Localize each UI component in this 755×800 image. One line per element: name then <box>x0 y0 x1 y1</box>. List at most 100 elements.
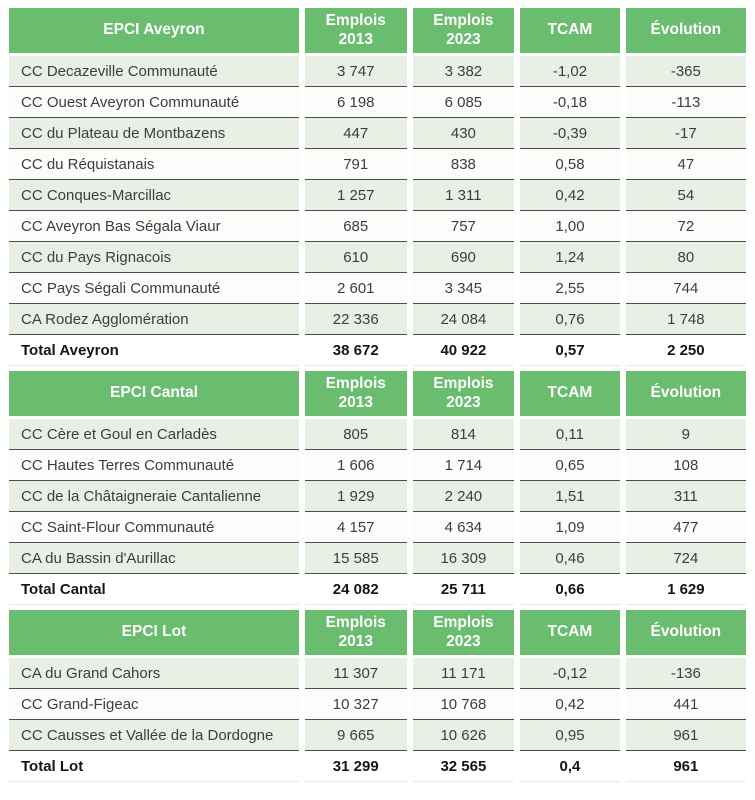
table-row: CC Causses et Vallée de la Dordogne 9 665… <box>9 720 746 751</box>
column-header: Évolution <box>625 8 746 56</box>
epci-name-cell: CC de la Châtaigneraie Cantalienne <box>9 481 299 512</box>
epci-name-cell: CC Grand-Figeac <box>9 689 299 720</box>
header-row-cantal: EPCI Cantal Emplois 2013 Emplois 2023 TCAM É… <box>9 371 746 419</box>
value-cell: 10 768 <box>412 689 515 720</box>
value-cell: 4 634 <box>412 512 515 543</box>
table-row: CC du Pays Rignacois 610 690 1,24 80 <box>9 242 746 273</box>
value-cell: 0,11 <box>520 419 620 450</box>
table-row: CC Hautes Terres Communauté 1 606 1 714 0,6… <box>9 450 746 481</box>
total-value-cell: 25 711 <box>412 574 515 605</box>
value-cell: 10 626 <box>412 720 515 751</box>
value-cell: 108 <box>625 450 746 481</box>
epci-name-cell: CC Cère et Goul en Carladès <box>9 419 299 450</box>
value-cell: 1 257 <box>304 180 407 211</box>
total-row-lot: Total Lot 31 299 32 565 0,4 961 <box>9 751 746 782</box>
value-cell: 610 <box>304 242 407 273</box>
value-cell: 0,46 <box>520 543 620 574</box>
value-cell: 441 <box>625 689 746 720</box>
value-cell: 838 <box>412 149 515 180</box>
column-header: Emplois 2013 <box>304 610 407 658</box>
value-cell: 1,24 <box>520 242 620 273</box>
value-cell: 54 <box>625 180 746 211</box>
table-row: CC Aveyron Bas Ségala Viaur 685 757 1,00 72 <box>9 211 746 242</box>
value-cell: 15 585 <box>304 543 407 574</box>
section-title-aveyron: EPCI Aveyron <box>9 8 299 56</box>
epci-name-cell: CC Decazeville Communauté <box>9 56 299 87</box>
epci-name-cell: CA du Bassin d'Aurillac <box>9 543 299 574</box>
table-row: CC Grand-Figeac 10 327 10 768 0,42 441 <box>9 689 746 720</box>
total-value-cell: 2 250 <box>625 335 746 366</box>
epci-name-cell: CA Rodez Agglomération <box>9 304 299 335</box>
value-cell: 0,76 <box>520 304 620 335</box>
epci-name-cell: CC Saint-Flour Communauté <box>9 512 299 543</box>
table-row: CC Saint-Flour Communauté 4 157 4 634 1,09 4… <box>9 512 746 543</box>
value-cell: 447 <box>304 118 407 149</box>
value-cell: 0,95 <box>520 720 620 751</box>
value-cell: 16 309 <box>412 543 515 574</box>
column-header: Emplois 2023 <box>412 610 515 658</box>
value-cell: 3 747 <box>304 56 407 87</box>
value-cell: 1 929 <box>304 481 407 512</box>
value-cell: 11 171 <box>412 658 515 689</box>
table-row: CA du Bassin d'Aurillac 15 585 16 309 0,46 7… <box>9 543 746 574</box>
table-row: CC Cère et Goul en Carladès 805 814 0,11 9 <box>9 419 746 450</box>
value-cell: 22 336 <box>304 304 407 335</box>
table-row: CC Conques-Marcillac 1 257 1 311 0,42 54 <box>9 180 746 211</box>
value-cell: 744 <box>625 273 746 304</box>
table-row: CC Pays Ségali Communauté 2 601 3 345 2,55 7… <box>9 273 746 304</box>
value-cell: 0,65 <box>520 450 620 481</box>
value-cell: 3 345 <box>412 273 515 304</box>
table-row: CA Rodez Agglomération 22 336 24 084 0,76 1 … <box>9 304 746 335</box>
value-cell: -0,18 <box>520 87 620 118</box>
value-cell: 2 601 <box>304 273 407 304</box>
value-cell: -113 <box>625 87 746 118</box>
value-cell: 311 <box>625 481 746 512</box>
epci-name-cell: CC Hautes Terres Communauté <box>9 450 299 481</box>
value-cell: 10 327 <box>304 689 407 720</box>
column-header: TCAM <box>520 8 620 56</box>
total-value-cell: 961 <box>625 751 746 782</box>
table-row: CC du Réquistanais 791 838 0,58 47 <box>9 149 746 180</box>
value-cell: 47 <box>625 149 746 180</box>
epci-name-cell: CC du Réquistanais <box>9 149 299 180</box>
value-cell: 805 <box>304 419 407 450</box>
total-row-aveyron: Total Aveyron 38 672 40 922 0,57 2 250 <box>9 335 746 366</box>
total-value-cell: 40 922 <box>412 335 515 366</box>
value-cell: 0,42 <box>520 689 620 720</box>
epci-name-cell: CA du Grand Cahors <box>9 658 299 689</box>
total-value-cell: 1 629 <box>625 574 746 605</box>
column-header: Emplois 2023 <box>412 371 515 419</box>
epci-table-cantal: EPCI Cantal Emplois 2013 Emplois 2023 TCAM É… <box>3 371 752 605</box>
total-value-cell: 0,66 <box>520 574 620 605</box>
value-cell: 791 <box>304 149 407 180</box>
value-cell: 2 240 <box>412 481 515 512</box>
value-cell: 1 311 <box>412 180 515 211</box>
value-cell: 1,09 <box>520 512 620 543</box>
total-row-cantal: Total Cantal 24 082 25 711 0,66 1 629 <box>9 574 746 605</box>
section-title-cantal: EPCI Cantal <box>9 371 299 419</box>
epci-name-cell: CC Pays Ségali Communauté <box>9 273 299 304</box>
value-cell: -0,39 <box>520 118 620 149</box>
value-cell: 685 <box>304 211 407 242</box>
value-cell: 814 <box>412 419 515 450</box>
total-value-cell: 38 672 <box>304 335 407 366</box>
value-cell: 6 198 <box>304 87 407 118</box>
value-cell: 0,42 <box>520 180 620 211</box>
table-row: CC de la Châtaigneraie Cantalienne 1 929 2… <box>9 481 746 512</box>
total-label-cell: Total Lot <box>9 751 299 782</box>
value-cell: 6 085 <box>412 87 515 118</box>
value-cell: 724 <box>625 543 746 574</box>
header-row-lot: EPCI Lot Emplois 2013 Emplois 2023 TCAM Évol… <box>9 610 746 658</box>
value-cell: -1,02 <box>520 56 620 87</box>
value-cell: 80 <box>625 242 746 273</box>
column-header: Évolution <box>625 371 746 419</box>
value-cell: 24 084 <box>412 304 515 335</box>
column-header: Emplois 2023 <box>412 8 515 56</box>
total-value-cell: 0,4 <box>520 751 620 782</box>
epci-name-cell: CC Ouest Aveyron Communauté <box>9 87 299 118</box>
value-cell: 690 <box>412 242 515 273</box>
value-cell: 1 606 <box>304 450 407 481</box>
total-label-cell: Total Aveyron <box>9 335 299 366</box>
epci-name-cell: CC Aveyron Bas Ségala Viaur <box>9 211 299 242</box>
